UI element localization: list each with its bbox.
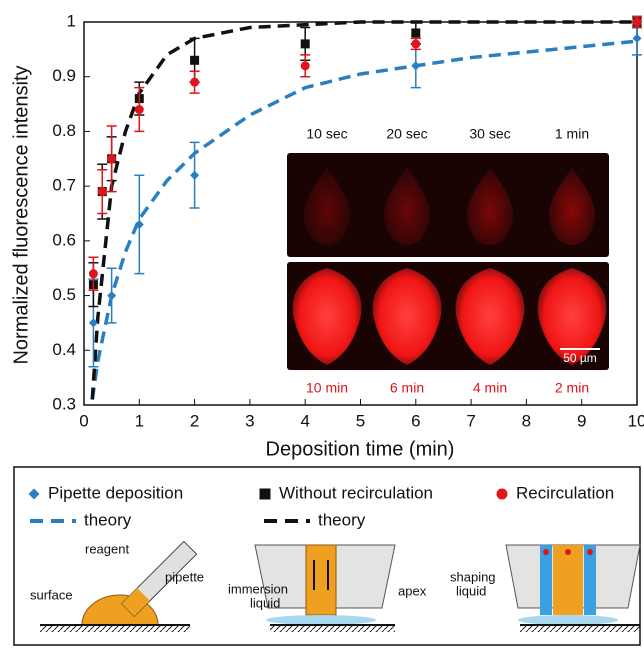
diagram-label: liquid [456, 583, 486, 598]
droplet-image [383, 168, 431, 245]
legend-label: Recirculation [516, 483, 614, 502]
theory-curve [90, 20, 637, 400]
droplet-image [537, 268, 607, 365]
marker [134, 219, 144, 229]
x-tick-label: 5 [356, 411, 365, 430]
marker [28, 488, 40, 500]
diagram-label: surface [30, 587, 73, 602]
inset-label: 1 min [555, 126, 589, 142]
diagram-label: apex [398, 583, 427, 598]
droplet-image [303, 168, 351, 245]
inset-label: 6 min [390, 380, 424, 396]
legend-label: theory [318, 510, 366, 529]
plot: 0 1 2 3 4 5 6 7 8 9 10 0.3 0.4 0.5 0.6 0.7 0.8 0.9 1 [52, 11, 644, 430]
marker [88, 269, 98, 279]
x-tick-label: 3 [245, 411, 254, 430]
y-axis-label: Normalized fluorescence intensity [10, 65, 32, 364]
diagram-label: immersion [228, 581, 288, 596]
droplet-image [466, 168, 514, 245]
marker [300, 39, 310, 49]
scale-bar-label: 50 µm [563, 351, 597, 365]
marker [190, 77, 200, 87]
droplet-image [292, 268, 362, 365]
marker [88, 318, 98, 328]
x-tick-label: 0 [79, 411, 88, 430]
x-tick-label: 7 [466, 411, 475, 430]
droplet-image [548, 168, 596, 245]
diagram-pipette [40, 540, 198, 632]
diagram-label: liquid [250, 595, 280, 610]
inset-panel [287, 262, 609, 370]
inset-label: 10 sec [306, 126, 347, 142]
inset-label: 30 sec [469, 126, 510, 142]
y-tick-label: 0.4 [52, 340, 76, 359]
y-tick-label: 0.3 [52, 394, 76, 413]
legend-label: theory [84, 510, 132, 529]
x-tick-label: 4 [300, 411, 309, 430]
marker [190, 55, 200, 65]
diagram-label: shaping [450, 569, 496, 584]
marker [411, 61, 421, 71]
marker [632, 33, 642, 43]
y-tick-label: 0.9 [52, 66, 76, 85]
y-tick-label: 0.7 [52, 176, 76, 195]
x-tick-label: 9 [577, 411, 586, 430]
y-tick-label: 0.5 [52, 285, 76, 304]
x-axis-label: Deposition time (min) [266, 438, 455, 460]
droplet-image [372, 268, 442, 365]
x-tick-label: 8 [522, 411, 531, 430]
x-tick-label: 6 [411, 411, 420, 430]
diagram-label: pipette [165, 569, 204, 584]
x-tick-label: 10 [628, 411, 644, 430]
theory-curve [90, 39, 638, 400]
inset-label: 2 min [555, 380, 589, 396]
marker [300, 61, 310, 71]
legend-box [13, 466, 641, 646]
marker [107, 154, 117, 164]
y-tick-label: 0.8 [52, 121, 76, 140]
marker [107, 291, 117, 301]
marker [496, 488, 508, 500]
x-tick-label: 1 [135, 411, 144, 430]
inset-label: 10 min [306, 380, 348, 396]
diagram-chip [254, 544, 396, 632]
droplet-image [455, 268, 525, 365]
y-tick-label: 1 [67, 11, 76, 30]
marker [632, 17, 642, 27]
marker [134, 105, 144, 115]
marker [411, 39, 421, 49]
marker [190, 170, 200, 180]
y-tick-label: 0.6 [52, 230, 76, 249]
inset-label: 4 min [473, 380, 507, 396]
x-tick-label: 2 [190, 411, 199, 430]
marker [259, 488, 271, 500]
marker [97, 187, 107, 197]
diagram-recirculation [505, 544, 641, 632]
inset: 50 µm [287, 153, 609, 370]
inset-label: 20 sec [386, 126, 427, 142]
marker [411, 28, 421, 38]
legend-label: Without recirculation [279, 483, 433, 502]
legend-label: Pipette deposition [48, 483, 183, 502]
inset-panel [287, 153, 609, 257]
diagram-label: reagent [85, 541, 129, 556]
